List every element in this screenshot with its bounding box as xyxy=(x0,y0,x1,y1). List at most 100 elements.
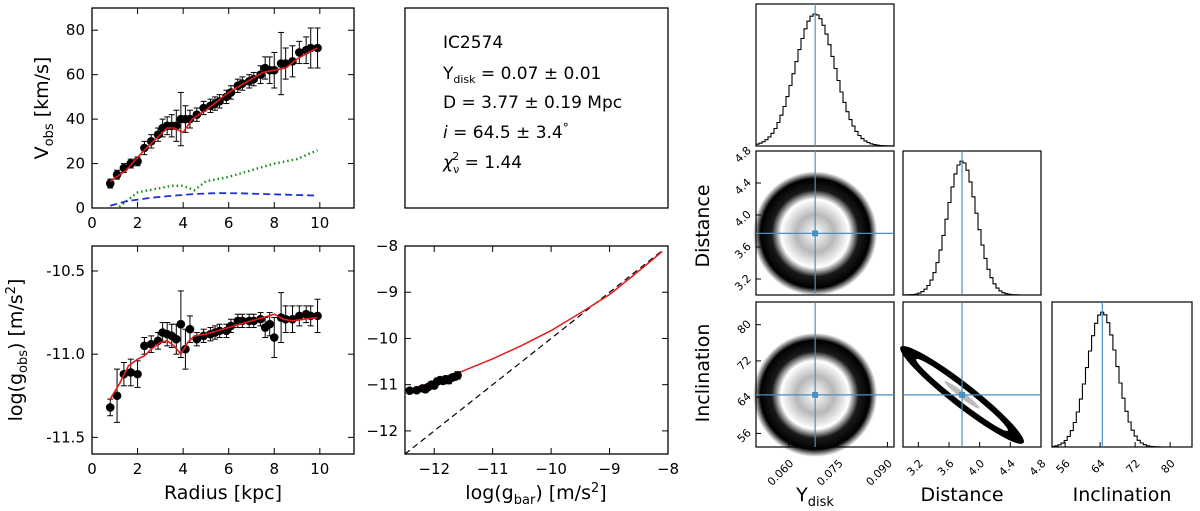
y-tick-label: 56 xyxy=(735,426,754,445)
y-tick-label: -11.0 xyxy=(46,345,85,363)
x-axis-label: Radius [kpc] xyxy=(164,482,282,504)
fit-info-box: IC2574 Υdisk = 0.07 ± 0.01 D = 3.77 ± 0.… xyxy=(404,7,669,209)
x-tick-label: 64 xyxy=(1089,457,1108,476)
x-tick-label: 4.0 xyxy=(966,457,988,479)
x-tick-label: 10 xyxy=(310,460,329,478)
x-tick-label: 10 xyxy=(310,214,329,232)
y-tick-label: 72 xyxy=(735,354,754,373)
x-tick-label: 0.060 xyxy=(765,457,796,488)
plot-frame xyxy=(91,245,355,455)
galaxy-name: IC2574 xyxy=(443,33,503,53)
x-tick-label: 0.075 xyxy=(814,457,845,488)
data-point xyxy=(140,341,149,351)
upsilon-disk-value: Υdisk = 0.07 ± 0.01 xyxy=(442,64,601,86)
data-point xyxy=(112,391,122,401)
model-fit-curve xyxy=(109,313,318,400)
data-point xyxy=(269,333,279,342)
distance-inclination-bestfit-marker xyxy=(959,391,966,398)
x-tick-label: −12 xyxy=(418,460,450,478)
data-point xyxy=(105,179,115,188)
y-tick-label: −9 xyxy=(376,283,398,301)
data-point xyxy=(146,137,156,146)
x-tick-label: 0 xyxy=(87,460,97,478)
inclination-value: i = 64.5 ± 3.4° xyxy=(443,121,569,143)
corner-ylabel-distance: Distance xyxy=(692,184,714,267)
data-point xyxy=(453,371,462,380)
y-tick-label: -11.5 xyxy=(46,428,85,446)
y-tick-label: −10 xyxy=(366,329,398,347)
x-tick-label: 8 xyxy=(269,460,279,478)
data-point xyxy=(295,48,304,57)
x-tick-label: 0.090 xyxy=(863,457,894,488)
axis-ticks: 0 2 4 6 8 10 0 20 40 60 80 xyxy=(66,8,354,232)
x-tick-label: 4.4 xyxy=(996,457,1018,479)
x-tick-label: 2 xyxy=(133,460,143,478)
x-tick-label: 3.6 xyxy=(935,457,957,479)
corner-ylabel-inclination: Inclination xyxy=(692,324,714,423)
reduced-chi2-value: χν2 = 1.44 xyxy=(442,150,522,176)
data-point xyxy=(105,403,115,412)
plot-frame xyxy=(91,7,355,209)
x-axis-label: log(gbar) [m/s2] xyxy=(465,481,606,508)
x-tick-label: −8 xyxy=(657,460,679,478)
y-tick-label: 64 xyxy=(735,390,754,409)
panel-rotation-curve: 0 2 4 6 8 10 0 20 40 60 80 Vobs [km/s] xyxy=(31,7,355,232)
x-tick-label: 2 xyxy=(133,214,143,232)
data-point xyxy=(265,319,275,329)
data-point xyxy=(192,334,202,344)
data-point xyxy=(126,159,136,168)
axis-ticks: −12 −11 −10 −9 −8 −12 −11 −10 −9 −8 xyxy=(366,237,679,478)
x-tick-label: −9 xyxy=(598,460,620,478)
model-fit-curve xyxy=(109,47,318,182)
x-tick-label: −10 xyxy=(535,460,567,478)
data-point xyxy=(140,143,149,153)
x-tick-label: 4 xyxy=(178,214,188,232)
disk-curve xyxy=(109,192,318,207)
y-tick-label: 3.2 xyxy=(732,272,754,294)
y-tick-label: 0 xyxy=(75,199,85,217)
y-tick-label: −12 xyxy=(366,422,398,440)
y-tick-label: 40 xyxy=(66,110,85,128)
info-box-frame xyxy=(404,7,669,209)
x-tick-label: 3.2 xyxy=(904,457,926,479)
data-point xyxy=(313,43,322,53)
y-tick-label: -10.5 xyxy=(46,262,85,280)
panel-rar: −12 −11 −10 −9 −8 −12 −11 −10 −9 −8 log(gbar) [m/… xyxy=(366,237,679,508)
data-point xyxy=(133,369,142,379)
upsilon-inclination-bestfit-marker xyxy=(812,391,819,398)
x-tick-label: 56 xyxy=(1054,457,1073,476)
y-tick-label: 4.4 xyxy=(732,176,754,198)
distance-frame xyxy=(902,150,1042,296)
corner-marks: 3.2 3.6 4.0 4.4 4.8 56 64 72 80 0.060 0.075 0.090 3.… xyxy=(732,3,1193,488)
x-tick-label: 0 xyxy=(87,214,97,232)
y-tick-label: −11 xyxy=(366,376,398,394)
x-tick-label: 80 xyxy=(1159,457,1178,476)
data-point xyxy=(126,368,136,377)
y-tick-label: 20 xyxy=(66,155,85,173)
data-point xyxy=(146,339,156,349)
y-tick-label: −8 xyxy=(376,237,398,255)
data-marks xyxy=(404,250,663,455)
corner-xlabel-inclination: Inclination xyxy=(1073,484,1172,506)
y-tick-label: 80 xyxy=(66,21,85,39)
axis-ticks: 0 2 4 6 8 10 -11.5 -11.0 -10.5 xyxy=(46,246,354,478)
inclination-frame xyxy=(1051,301,1193,448)
corner-xlabel-upsilon: Υdisk xyxy=(795,484,834,510)
distance-value: D = 3.77 ± 0.19 Mpc xyxy=(443,93,622,113)
distance-inclination-frame xyxy=(902,301,1042,448)
x-tick-label: 4 xyxy=(178,460,188,478)
corner-plot: 3.2 3.6 4.0 4.4 4.8 56 64 72 80 0.060 0.075 0.090 3.… xyxy=(692,3,1193,510)
y-axis-label: Vobs [km/s] xyxy=(31,57,57,160)
y-tick-label: 3.6 xyxy=(732,240,754,262)
distance-histogram xyxy=(902,160,1041,296)
x-tick-label: 4.8 xyxy=(1027,457,1049,479)
data-point xyxy=(176,319,186,329)
y-tick-label: 4.0 xyxy=(732,208,754,230)
x-tick-label: −11 xyxy=(477,460,509,478)
data-point xyxy=(171,334,181,344)
data-point xyxy=(313,311,322,321)
data-marks xyxy=(105,27,322,208)
y-tick-label: 80 xyxy=(735,318,754,337)
inclination-histogram xyxy=(1051,311,1192,448)
data-point xyxy=(215,97,224,106)
